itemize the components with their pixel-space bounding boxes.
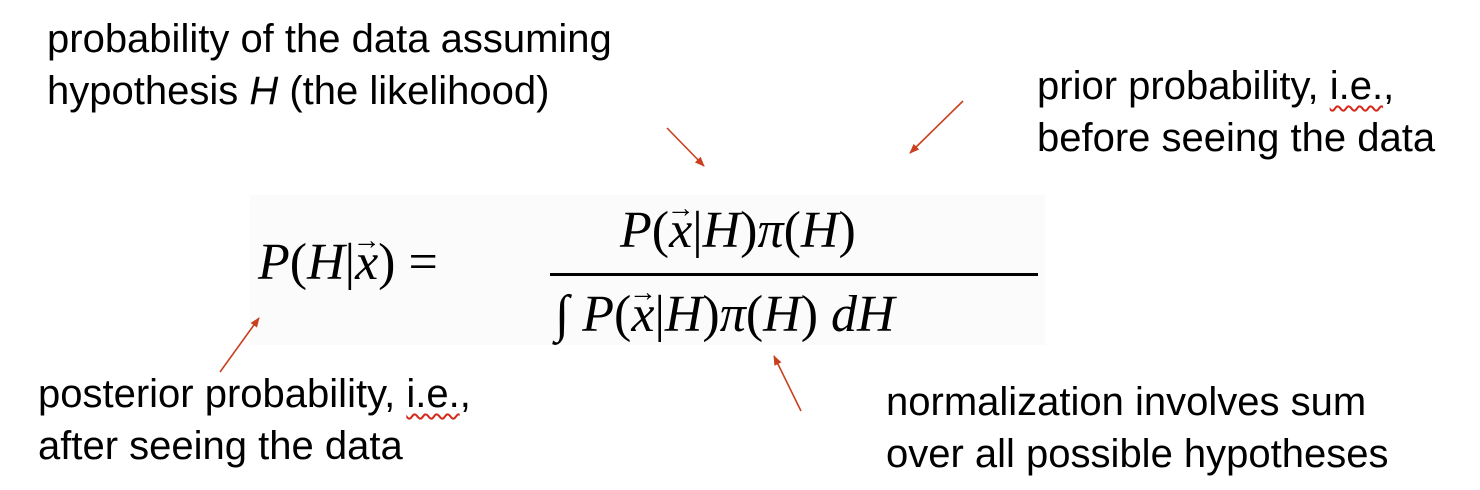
posterior-line-1: posterior probability, i.e., [38, 368, 471, 420]
posterior-arrow [219, 317, 260, 373]
equals-sign: = [395, 234, 438, 291]
num-open-paren-2: ( [783, 202, 801, 259]
den-h-2: H [763, 286, 801, 343]
den-pi: π [719, 286, 746, 343]
num-h: H [702, 202, 741, 259]
lhs-given-bar: | [344, 234, 356, 291]
posterior-line-2: after seeing the data [38, 424, 403, 468]
fraction-bar [550, 273, 1038, 276]
differential-dh: dH [831, 286, 895, 343]
formula-lhs: P(H|x) = [258, 235, 438, 291]
normalization-annotation: normalization involves sum over all poss… [886, 376, 1389, 480]
likelihood-annotation: probability of the data assuming hypothe… [47, 13, 612, 117]
den-h: H [664, 286, 703, 343]
prior-line-1-pre: prior probability, [1037, 64, 1330, 108]
den-vector-x: x [631, 287, 654, 343]
likelihood-line-2: hypothesis H (the likelihood) [47, 65, 612, 117]
posterior-annotation: posterior probability, i.e., after seein… [38, 368, 471, 472]
den-close-paren-2: ) [800, 286, 832, 343]
likelihood-line-1: probability of the data assuming [47, 17, 612, 61]
prior-arrow [909, 100, 964, 154]
num-pi: π [757, 202, 784, 259]
normalization-arrow [773, 355, 802, 412]
num-h-2: H [800, 202, 839, 259]
num-vector-x: x [669, 203, 692, 259]
num-close-paren: ) [740, 202, 758, 259]
posterior-line-1-post: , [459, 372, 471, 416]
likelihood-arrow [666, 127, 705, 167]
likelihood-variable: H [249, 69, 279, 113]
lhs-vector-x: x [355, 235, 378, 291]
num-given-bar: | [692, 202, 703, 259]
lhs-p: P [258, 234, 290, 291]
posterior-line-1-pre: posterior probability, [38, 372, 407, 416]
normalization-line-2: over all possible hypotheses [886, 432, 1389, 476]
prior-line-2: before seeing the data [1037, 116, 1436, 160]
normalization-line-1: normalization involves sum [886, 380, 1367, 424]
prior-annotation: prior probability, i.e., before seeing t… [1037, 60, 1435, 164]
den-open-paren-2: ( [745, 286, 764, 343]
den-given-bar: | [654, 286, 665, 343]
prior-line-1: prior probability, i.e., [1037, 60, 1435, 112]
lhs-close-paren: ) [378, 234, 396, 291]
num-p: P [620, 202, 652, 259]
lhs-h: H [307, 234, 345, 291]
num-open-paren: ( [651, 202, 670, 259]
likelihood-line-2-post: (the likelihood) [278, 69, 550, 113]
formula-numerator: P(x|H)π(H) [620, 203, 856, 259]
prior-line-1-post: , [1383, 64, 1395, 108]
integral-sign: ∫ [555, 286, 583, 343]
formula-denominator: ∫ P(x|H)π(H) dH [555, 287, 895, 343]
likelihood-line-2-pre: hypothesis [47, 69, 250, 113]
bayes-formula: P(H|x) = P(x|H)π(H) ∫ P(x|H)π(H) dH [250, 195, 1045, 345]
prior-abbreviation: i.e. [1329, 64, 1384, 108]
den-open-paren: ( [614, 286, 632, 343]
posterior-abbreviation: i.e. [406, 372, 460, 416]
num-close-paren-2: ) [838, 202, 856, 259]
lhs-open-paren: ( [289, 234, 308, 291]
den-p: P [582, 286, 615, 343]
den-close-paren: ) [702, 286, 720, 343]
